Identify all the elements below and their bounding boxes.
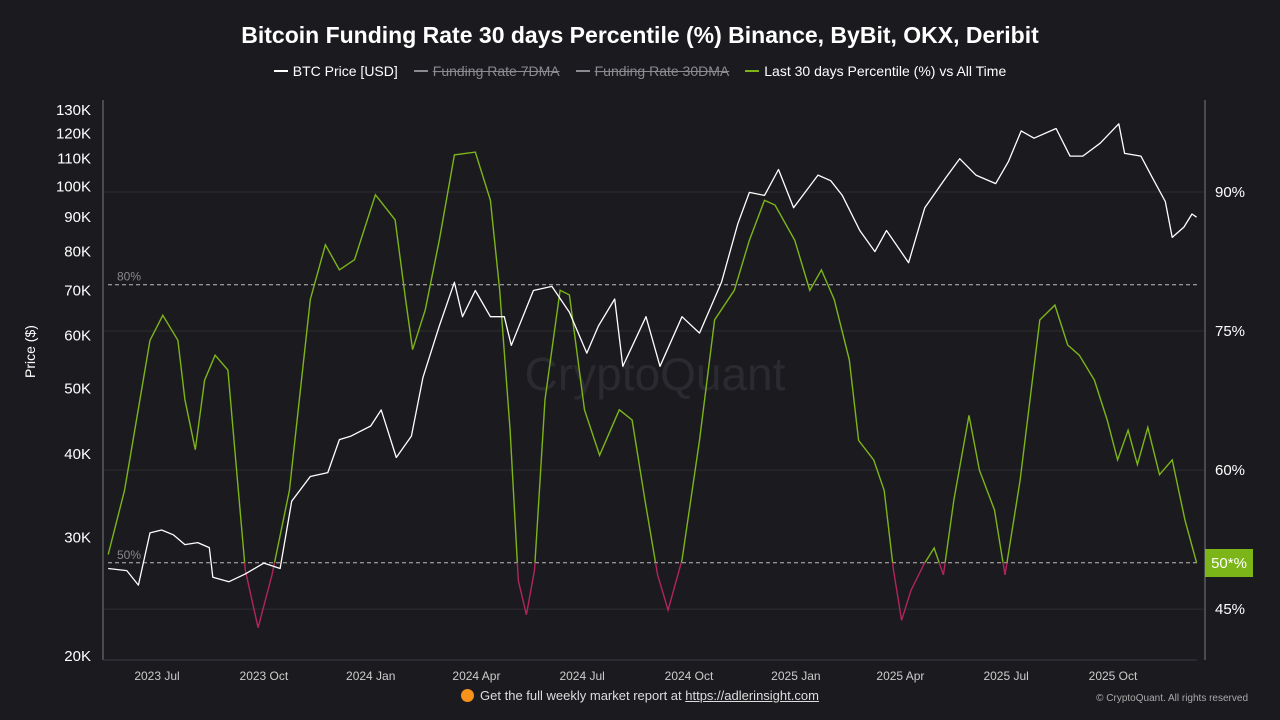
- y-left-tick-label: 60K: [64, 328, 91, 345]
- legend-label: Funding Rate 7DMA: [432, 63, 560, 79]
- x-tick-label: 2024 Apr: [452, 669, 500, 683]
- legend-item-btc-price[interactable]: BTC Price [USD]: [273, 63, 398, 79]
- footer: Get the full weekly market report at htt…: [0, 688, 1280, 703]
- legend-swatch: [575, 70, 590, 72]
- legend-item-percentile[interactable]: Last 30 days Percentile (%) vs All Time: [745, 63, 1006, 79]
- reference-label: 80%: [117, 270, 141, 284]
- y-left-tick-label: 20K: [64, 648, 91, 665]
- x-tick-label: 2023 Oct: [240, 669, 289, 683]
- btc-price-line: [108, 123, 1197, 586]
- x-tick-label: 2024 Jan: [346, 669, 395, 683]
- y-left-tick-label: 50K: [64, 381, 91, 398]
- x-tick-label: 2024 Oct: [665, 669, 714, 683]
- y-left-tick-label: 100K: [56, 179, 91, 196]
- y-right-tick-label: 45%: [1215, 601, 1245, 618]
- watermark: CryptoQuant: [525, 348, 786, 400]
- x-tick-label: 2024 Jul: [559, 669, 604, 683]
- legend-swatch: [745, 70, 760, 72]
- legend-swatch: [413, 70, 428, 72]
- legend-label: BTC Price [USD]: [292, 63, 398, 79]
- y-right-tick-label: 60%: [1215, 462, 1245, 479]
- legend: BTC Price [USD] Funding Rate 7DMA Fundin…: [0, 63, 1280, 79]
- percentile-line: [107, 151, 1198, 563]
- legend-swatch: [273, 70, 288, 72]
- x-tick-label: 2025 Oct: [1089, 669, 1138, 683]
- y-left-tick-label: 80K: [64, 244, 91, 261]
- y-axis-left-label: Price ($): [22, 325, 38, 378]
- y-left-tick-label: 40K: [64, 446, 91, 463]
- legend-item-funding-7dma[interactable]: Funding Rate 7DMA: [413, 63, 560, 79]
- x-tick-label: 2025 Jan: [771, 669, 820, 683]
- y-left-tick-label: 90K: [64, 209, 91, 226]
- y-right-tick-label: 75%: [1215, 323, 1245, 340]
- y-left-tick-label: 70K: [64, 283, 91, 300]
- legend-label: Last 30 days Percentile (%) vs All Time: [764, 63, 1007, 79]
- last-value-badge: 50*%: [1205, 549, 1253, 577]
- x-tick-label: 2025 Apr: [876, 669, 924, 683]
- y-right-tick-label: 90%: [1215, 184, 1245, 201]
- y-left-tick-label: 120K: [56, 125, 91, 142]
- legend-label: Funding Rate 30DMA: [594, 63, 730, 79]
- y-left-tick-label: 30K: [64, 530, 91, 547]
- orange-dot-icon: [461, 689, 475, 702]
- report-link[interactable]: https://adlerinsight.com: [685, 688, 819, 703]
- reference-label: 50%: [117, 548, 141, 562]
- legend-item-funding-30dma[interactable]: Funding Rate 30DMA: [575, 63, 730, 79]
- y-left-tick-label: 110K: [57, 151, 91, 168]
- chart-title: Bitcoin Funding Rate 30 days Percentile …: [241, 22, 1039, 48]
- x-tick-label: 2023 Jul: [134, 669, 179, 683]
- x-tick-label: 2025 Jul: [983, 669, 1028, 683]
- footer-text: Get the full weekly market report at: [480, 688, 686, 703]
- y-left-tick-label: 130K: [56, 102, 91, 119]
- percentile-line-below-50: [243, 562, 1197, 628]
- copyright: © CryptoQuant. All rights reserved: [1096, 693, 1248, 704]
